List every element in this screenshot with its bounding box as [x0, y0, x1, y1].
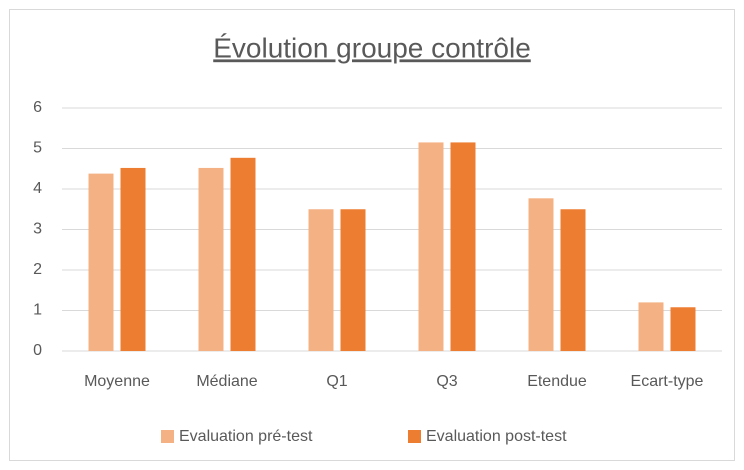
legend-label: Evaluation post-test — [426, 428, 567, 445]
bar — [308, 209, 334, 351]
y-tick-label: 6 — [33, 99, 42, 116]
legend-swatch — [408, 430, 421, 443]
x-tick-label: Médiane — [196, 373, 257, 390]
y-tick-label: 5 — [33, 140, 42, 157]
bar — [560, 209, 586, 351]
x-tick-label: Etendue — [527, 373, 587, 390]
x-tick-label: Q1 — [326, 373, 347, 390]
legend-swatch — [161, 430, 174, 443]
y-tick-label: 1 — [33, 302, 42, 319]
y-tick-label: 0 — [33, 342, 42, 359]
bar — [670, 307, 696, 351]
bar — [450, 142, 476, 351]
bar — [198, 167, 224, 351]
chart-border — [9, 9, 735, 461]
x-tick-label: Q3 — [436, 373, 457, 390]
y-tick-label: 2 — [33, 261, 42, 278]
y-tick-label: 4 — [33, 180, 42, 197]
x-tick-label: Moyenne — [84, 373, 150, 390]
bar — [638, 302, 664, 351]
bar — [120, 167, 146, 351]
bar — [88, 173, 114, 351]
bar — [230, 157, 256, 351]
x-tick-label: Ecart-type — [631, 373, 704, 390]
bar — [528, 198, 554, 351]
bar — [340, 209, 366, 351]
chart-title: Évolution groupe contrôle — [213, 32, 531, 63]
legend-label: Evaluation pré-test — [179, 428, 313, 445]
bar — [418, 142, 444, 351]
y-tick-label: 3 — [33, 221, 42, 238]
